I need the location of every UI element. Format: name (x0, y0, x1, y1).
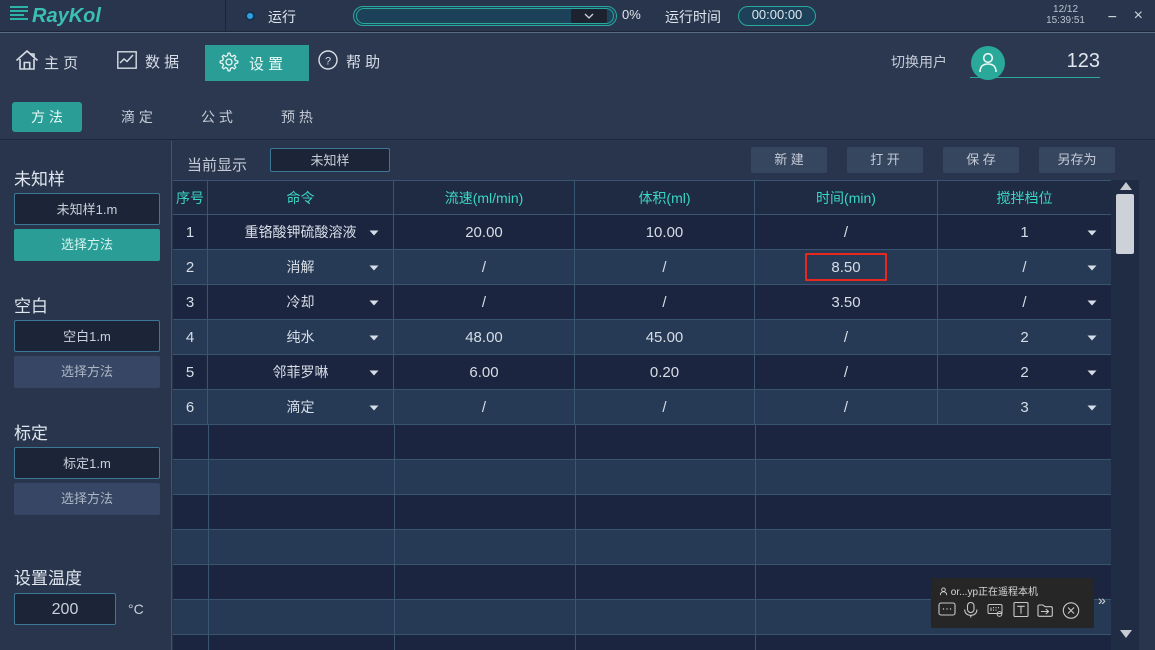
svg-text:?: ? (325, 56, 331, 68)
